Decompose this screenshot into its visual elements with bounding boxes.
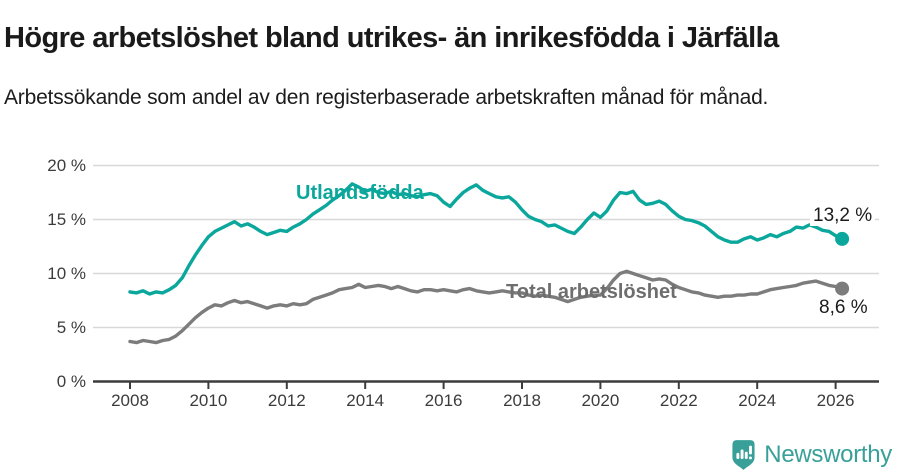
x-tick-label: 2026 xyxy=(816,391,855,410)
y-tick-label: 5 % xyxy=(56,317,86,337)
x-tick-label: 2018 xyxy=(503,391,541,410)
x-tick-label: 2024 xyxy=(738,391,777,410)
series-line-total xyxy=(128,269,844,345)
series-line-utlandsfodda xyxy=(128,182,844,296)
series-label-total: Total arbetslöshet xyxy=(506,281,677,303)
end-value-label-utlandsfodda: 13,2 % xyxy=(810,205,876,226)
x-axis xyxy=(93,380,879,389)
series-end-dot-total xyxy=(835,281,850,296)
series-end-dot-utlandsfodda xyxy=(835,231,850,246)
chart-subtitle: Arbetssökande som andel av den registerb… xyxy=(4,86,769,109)
series-label-utlandsfodda: Utlandsfödda xyxy=(296,182,424,204)
x-tick-label: 2014 xyxy=(346,391,385,410)
end-value-label-total: 8,6 % xyxy=(816,297,871,318)
newsworthy-logo[interactable]: Newsworthy xyxy=(730,439,892,470)
x-tick-label: 2012 xyxy=(267,391,306,410)
chart-title: Högre arbetslöshet bland utrikes- än inr… xyxy=(4,22,779,55)
y-tick-label: 10 % xyxy=(47,263,86,283)
y-tick-label: 0 % xyxy=(56,371,86,391)
x-tick-label: 2010 xyxy=(189,391,228,410)
newsworthy-pin-icon xyxy=(730,439,757,470)
x-tick-label: 2016 xyxy=(424,391,463,410)
y-tick-label: 20 % xyxy=(47,155,86,175)
x-tick-label: 2022 xyxy=(659,391,698,410)
gridlines xyxy=(93,164,879,329)
x-tick-label: 2008 xyxy=(111,391,149,410)
y-tick-label: 15 % xyxy=(47,209,86,229)
x-tick-label: 2020 xyxy=(581,391,620,410)
newsworthy-wordmark: Newsworthy xyxy=(764,440,892,468)
